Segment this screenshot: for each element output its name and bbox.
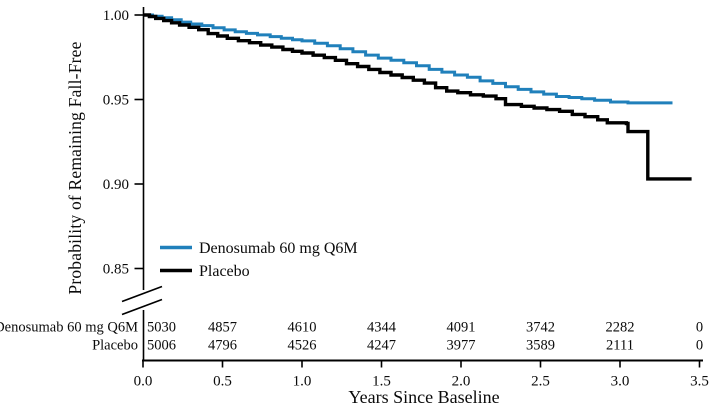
risk-count: 2111 bbox=[606, 338, 634, 354]
risk-count: 0 bbox=[696, 320, 703, 336]
y-tick-label: 0.90 bbox=[103, 177, 129, 193]
x-tick-label: 1.0 bbox=[293, 374, 312, 390]
x-tick-label: 0.0 bbox=[134, 374, 153, 390]
risk-count-group: 5030 4857 4610 4344 4091 3742 2282 0 5006 4796 452… bbox=[147, 320, 703, 354]
risk-count: 3742 bbox=[526, 320, 555, 336]
risk-count: 4796 bbox=[208, 338, 237, 354]
y-tick-label: 0.85 bbox=[103, 262, 129, 278]
risk-count: 4247 bbox=[367, 338, 396, 354]
risk-count: 4526 bbox=[288, 338, 317, 354]
survival-curves bbox=[143, 13, 692, 181]
y-axis-title: Probability of Remaining Fall-Free bbox=[65, 41, 85, 294]
risk-row-label-denosumab: Denosumab 60 mg Q6M bbox=[0, 320, 138, 336]
risk-count: 4857 bbox=[208, 320, 237, 336]
y-axis: 1.00 0.95 0.90 0.85 Probability of Remainin… bbox=[65, 7, 163, 360]
y-axis-break-mark bbox=[121, 298, 163, 316]
x-tick-group: 0.0 0.5 1.0 1.5 2.0 2.5 3.0 3.5 bbox=[134, 360, 709, 390]
legend: Denosumab 60 mg Q6M Placebo bbox=[160, 240, 358, 280]
x-tick-label: 3.5 bbox=[690, 374, 709, 390]
x-tick-label: 3.0 bbox=[611, 374, 630, 390]
risk-count: 4344 bbox=[367, 320, 397, 336]
survival-curve-denosumab bbox=[143, 13, 673, 105]
risk-count: 4610 bbox=[288, 320, 317, 336]
x-axis-title: Years Since Baseline bbox=[348, 387, 499, 407]
survival-curve-placebo bbox=[143, 13, 692, 181]
risk-count: 5030 bbox=[147, 320, 176, 336]
risk-count: 3589 bbox=[526, 338, 555, 354]
risk-row-label-placebo: Placebo bbox=[92, 338, 138, 354]
x-tick-label: 2.5 bbox=[531, 374, 550, 390]
risk-count: 5006 bbox=[147, 338, 176, 354]
x-axis: 0.0 0.5 1.0 1.5 2.0 2.5 3.0 3.5 Years Since Bas… bbox=[134, 359, 709, 407]
risk-count: 4091 bbox=[447, 320, 476, 336]
x-tick-label: 0.5 bbox=[213, 374, 232, 390]
risk-count: 0 bbox=[696, 338, 703, 354]
risk-count: 2282 bbox=[606, 320, 635, 336]
legend-label-denosumab: Denosumab 60 mg Q6M bbox=[199, 240, 358, 257]
y-tick-label: 0.95 bbox=[103, 93, 129, 109]
y-axis-break-mark bbox=[121, 285, 163, 303]
legend-label-placebo: Placebo bbox=[199, 263, 250, 280]
risk-count: 3977 bbox=[447, 338, 476, 354]
risk-table: Denosumab 60 mg Q6M Placebo 5030 4857 4610… bbox=[0, 320, 703, 354]
x-tick-label: 2.0 bbox=[452, 374, 471, 390]
y-tick-label: 1.00 bbox=[103, 8, 129, 24]
y-tick-group: 1.00 0.95 0.90 0.85 bbox=[103, 8, 144, 278]
x-tick-label: 1.5 bbox=[372, 374, 391, 390]
